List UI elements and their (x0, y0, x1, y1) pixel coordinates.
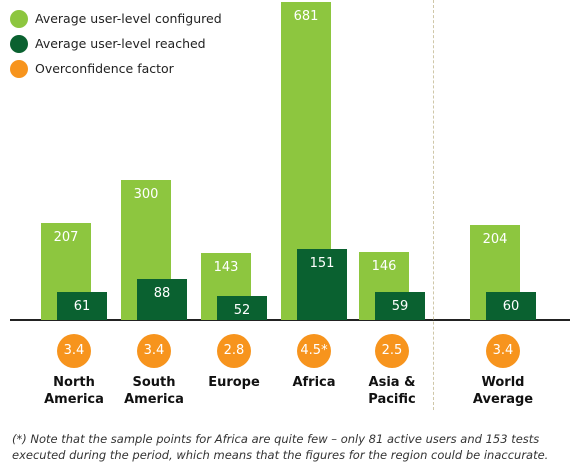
bar (297, 249, 347, 320)
overconfidence-label: 3.4 (492, 343, 514, 358)
overconfidence-circle (486, 334, 520, 368)
overconfidence-circle (217, 334, 251, 368)
overconfidence-circle (375, 334, 409, 368)
value-label: 681 (293, 9, 319, 24)
value-label: 60 (502, 298, 520, 314)
value-label: 204 (482, 231, 508, 247)
category-label: South America (124, 375, 184, 407)
category-label: North America (44, 375, 104, 407)
overconfidence-circle (57, 334, 91, 368)
legend-swatch (10, 60, 28, 78)
overconfidence-circle (297, 334, 331, 368)
legend-swatch (10, 10, 28, 28)
value-label: 61 (73, 298, 91, 314)
overconfidence-label: 2.5 (381, 343, 403, 358)
legend-label: Overconfidence factor (35, 61, 174, 76)
separator (433, 0, 434, 410)
category-label: Asia & Pacific (368, 375, 416, 407)
value-label: 151 (309, 256, 335, 272)
category-label: Europe (208, 375, 260, 390)
bar (137, 278, 187, 320)
overconfidence-label: 3.4 (63, 343, 85, 358)
value-label: 207 (53, 230, 79, 246)
overconfidence-circle (137, 334, 171, 368)
overconfidence-label: 2.8 (223, 343, 245, 358)
value-label: 88 (153, 285, 171, 301)
bar (486, 291, 536, 320)
value-label: 146 (371, 258, 397, 274)
legend-swatch (10, 35, 28, 53)
overconfidence-label: 4.5* (300, 343, 328, 358)
bar (375, 292, 425, 320)
legend-label: Average user-level configured (35, 11, 222, 26)
axis-baseline (10, 319, 570, 321)
category-label: Africa (292, 375, 336, 390)
value-label: 300 (133, 186, 159, 202)
bar (217, 295, 267, 320)
legend-label: Average user-level reached (35, 36, 206, 51)
overconfidence-label: 3.4 (143, 343, 165, 358)
footnote: (*) Note that the sample points for Afri… (12, 432, 549, 462)
value-label: 143 (213, 260, 239, 276)
value-label: 52 (233, 302, 251, 318)
category-label: World Average (472, 375, 534, 407)
value-label: 59 (391, 299, 409, 315)
bar (57, 291, 107, 320)
